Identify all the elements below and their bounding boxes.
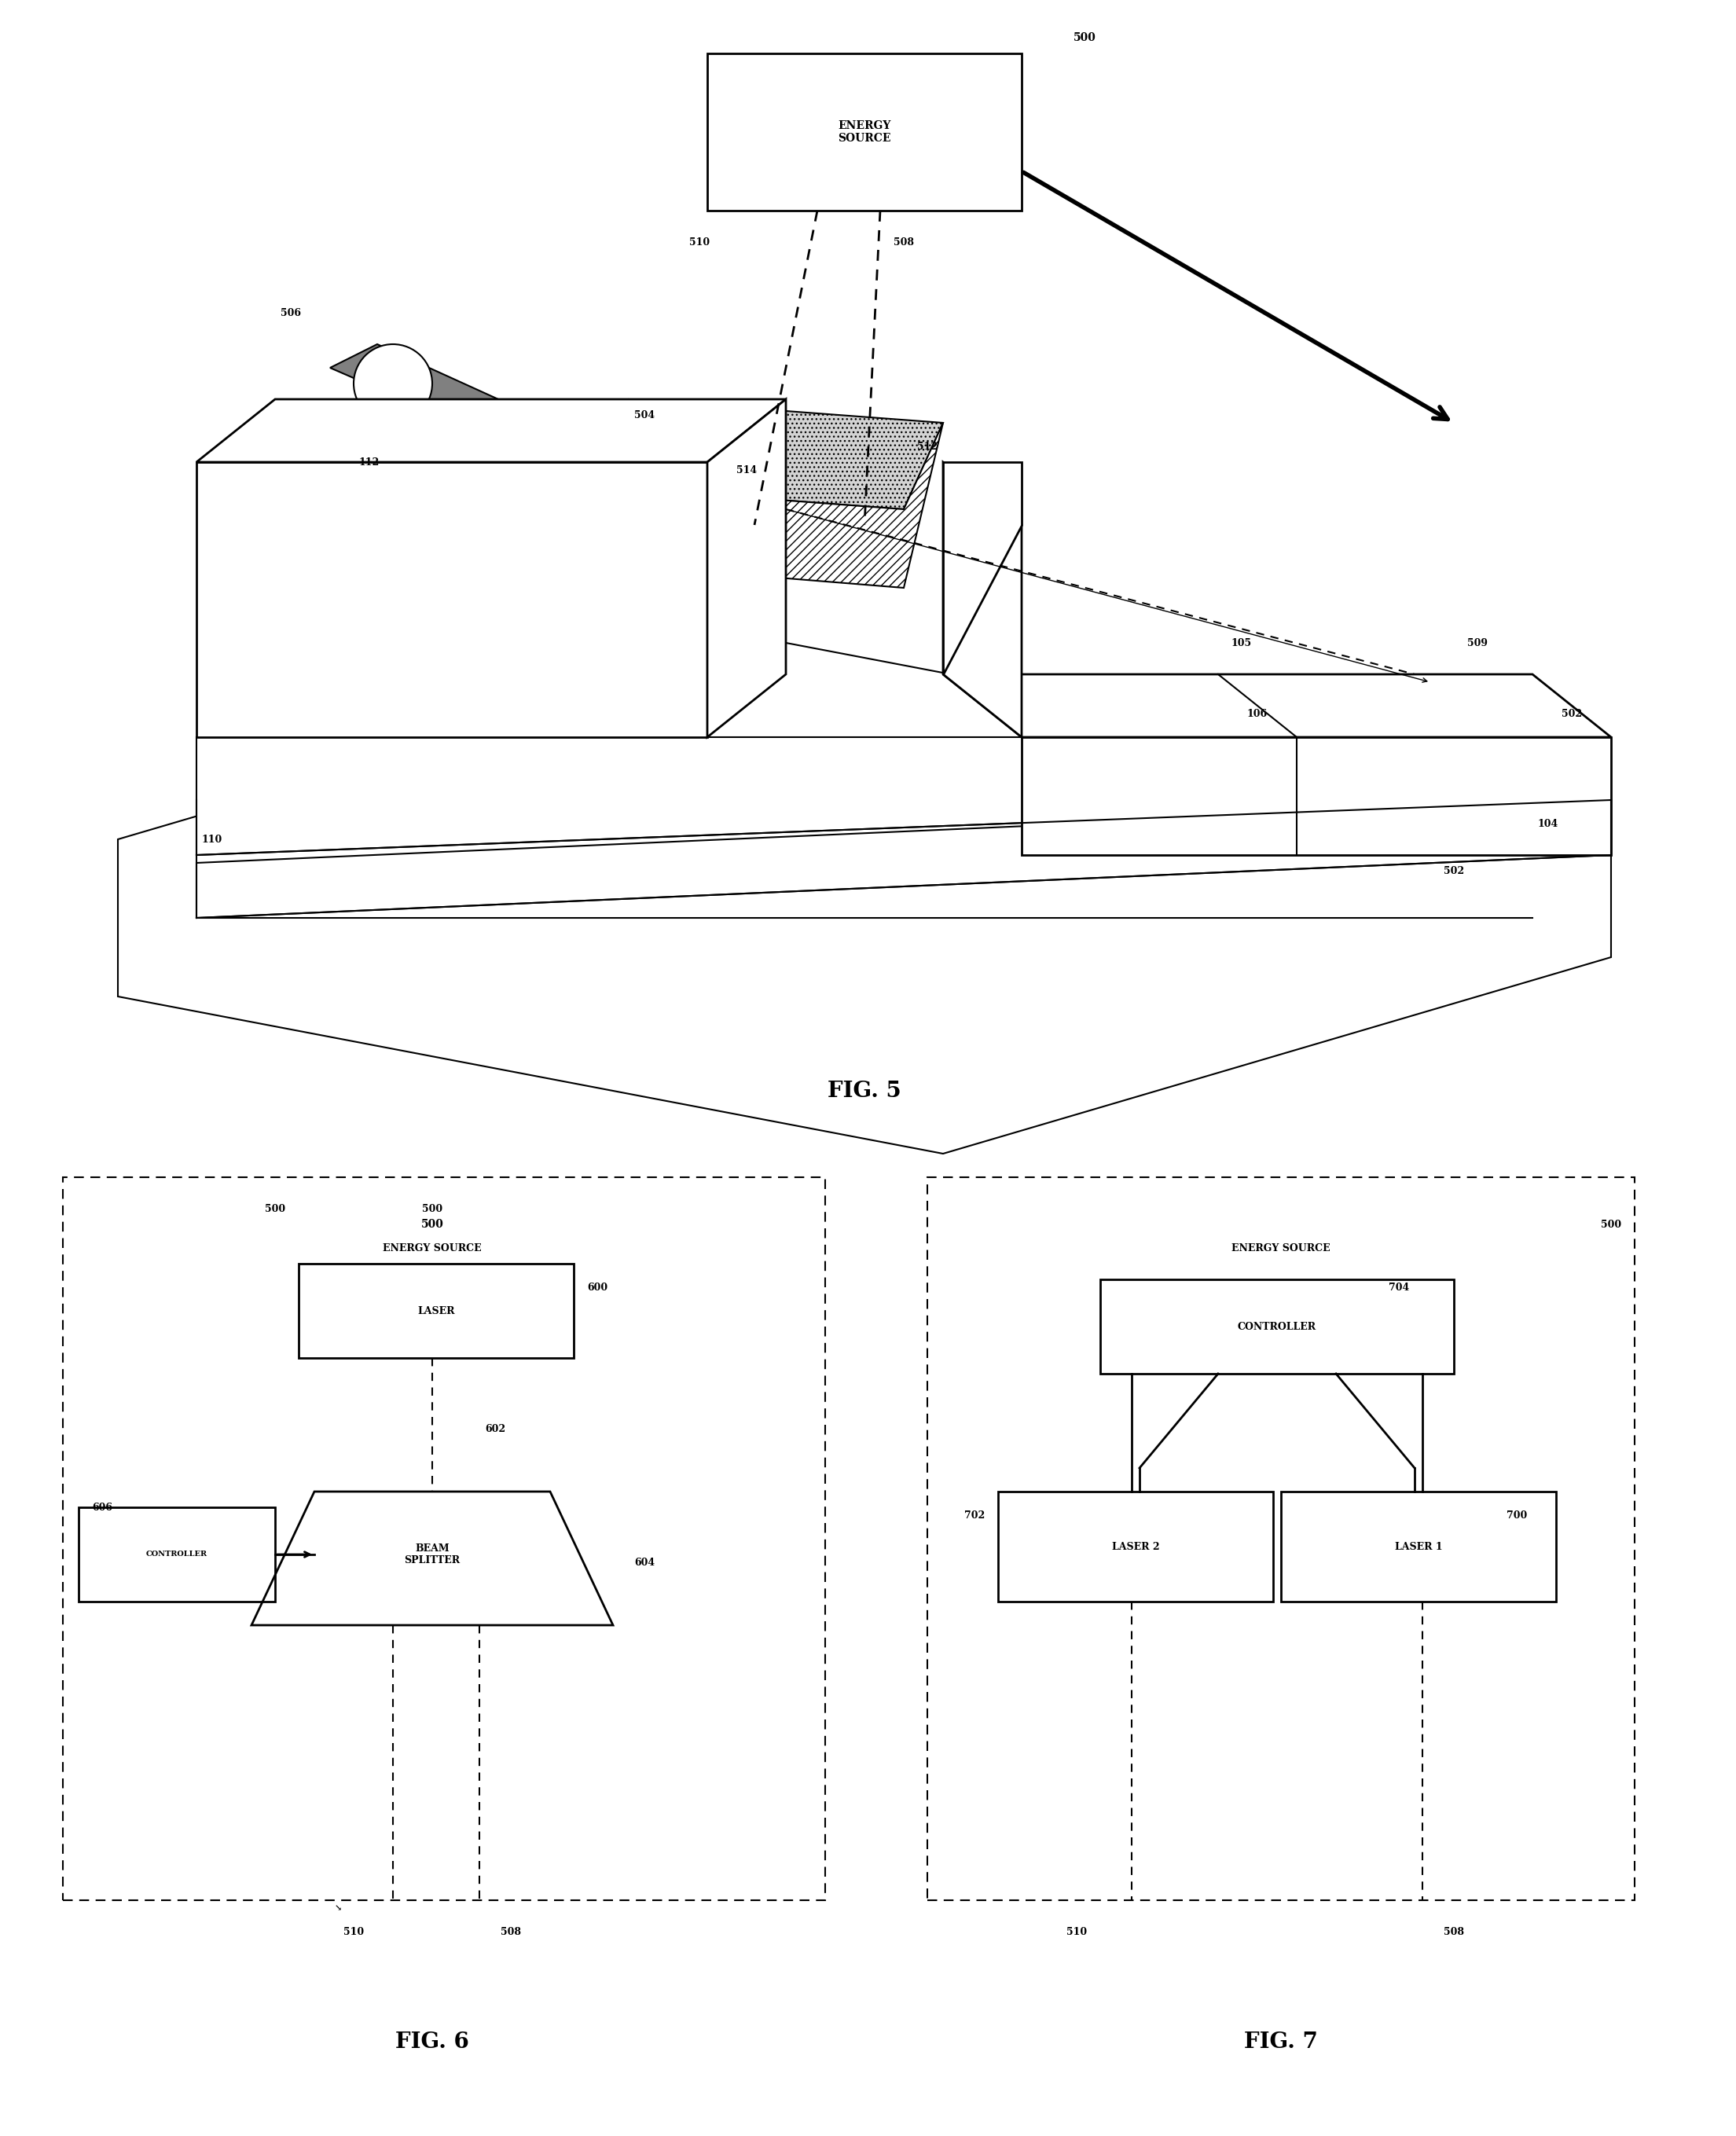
Bar — [998, 1491, 1272, 1602]
Text: 702: 702 — [963, 1510, 984, 1521]
Polygon shape — [196, 737, 1611, 854]
Text: 104: 104 — [1538, 818, 1559, 829]
Polygon shape — [943, 675, 1611, 737]
Text: ENERGY SOURCE: ENERGY SOURCE — [1231, 1243, 1330, 1254]
Text: 502: 502 — [1444, 865, 1463, 876]
Text: 110: 110 — [201, 835, 222, 844]
Text: FIG. 5: FIG. 5 — [828, 1081, 901, 1102]
Text: 509: 509 — [1467, 639, 1488, 647]
Bar — [927, 1177, 1635, 1901]
Text: 510: 510 — [344, 1927, 365, 1937]
Text: BEAM
SPLITTER: BEAM SPLITTER — [404, 1544, 460, 1566]
Polygon shape — [590, 399, 943, 508]
Bar — [78, 1508, 274, 1602]
Text: FIG. 6: FIG. 6 — [396, 2031, 469, 2053]
Text: LASER 2: LASER 2 — [1111, 1542, 1160, 1551]
Text: ENERGY
SOURCE: ENERGY SOURCE — [838, 120, 891, 143]
Polygon shape — [707, 399, 786, 737]
Text: 700: 700 — [1507, 1510, 1528, 1521]
Bar — [299, 1265, 573, 1358]
Text: CONTROLLER: CONTROLLER — [1238, 1322, 1316, 1331]
Text: CONTROLLER: CONTROLLER — [146, 1551, 208, 1557]
Polygon shape — [943, 461, 1023, 675]
Text: 606: 606 — [92, 1502, 113, 1512]
Polygon shape — [1023, 737, 1611, 854]
Text: 500: 500 — [420, 1220, 444, 1230]
Text: 105: 105 — [1231, 639, 1252, 647]
Text: 500: 500 — [266, 1203, 285, 1213]
Bar — [707, 53, 1023, 211]
Text: 600: 600 — [587, 1282, 608, 1292]
Text: 508: 508 — [1444, 1927, 1463, 1937]
Polygon shape — [590, 423, 943, 587]
Text: 704: 704 — [1389, 1282, 1410, 1292]
Text: 508: 508 — [894, 237, 913, 248]
Text: 106: 106 — [1246, 709, 1267, 718]
Polygon shape — [118, 643, 1611, 1153]
Polygon shape — [196, 461, 707, 737]
Text: ↘: ↘ — [335, 1903, 342, 1912]
Text: 502: 502 — [1561, 709, 1581, 718]
Text: 508: 508 — [500, 1927, 521, 1937]
Text: ENERGY SOURCE: ENERGY SOURCE — [384, 1243, 481, 1254]
Text: 506: 506 — [281, 308, 300, 318]
Polygon shape — [252, 1491, 613, 1625]
Bar — [1281, 1491, 1555, 1602]
Bar — [62, 1177, 825, 1901]
Text: 604: 604 — [634, 1557, 654, 1568]
Text: LASER 1: LASER 1 — [1394, 1542, 1443, 1551]
Text: 510: 510 — [1066, 1927, 1087, 1937]
Text: 512: 512 — [917, 442, 937, 451]
Text: FIG. 7: FIG. 7 — [1245, 2031, 1318, 2053]
Text: 500: 500 — [422, 1203, 443, 1213]
Polygon shape — [330, 344, 550, 446]
Text: 500: 500 — [1073, 32, 1095, 43]
Text: 602: 602 — [484, 1423, 505, 1433]
Circle shape — [354, 344, 432, 423]
Polygon shape — [196, 801, 1611, 918]
Text: 514: 514 — [736, 466, 757, 474]
Text: 112: 112 — [359, 457, 380, 468]
Text: 510: 510 — [689, 237, 710, 248]
Text: LASER: LASER — [417, 1305, 455, 1316]
Polygon shape — [943, 461, 1023, 737]
Text: 504: 504 — [634, 410, 654, 421]
Bar — [1101, 1279, 1453, 1373]
Text: 500: 500 — [1601, 1220, 1621, 1230]
Polygon shape — [196, 399, 786, 461]
